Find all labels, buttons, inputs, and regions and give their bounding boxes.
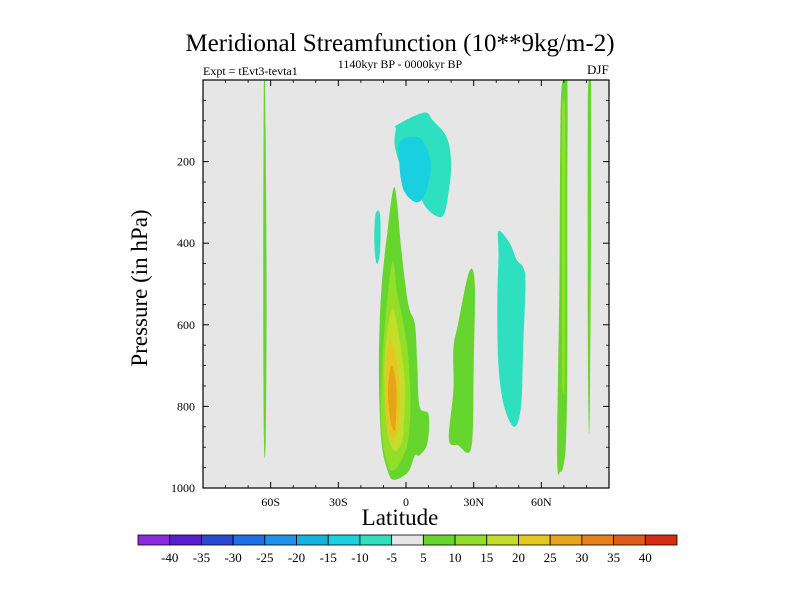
chart-title: Meridional Streamfunction (10**9kg/m-2) [185, 30, 615, 57]
x-tick-label: 0 [403, 495, 409, 509]
colorbar-swatch [422, 534, 456, 546]
colorbar-swatch [518, 534, 551, 546]
y-tick-label: 800 [177, 399, 195, 413]
y-axis: 200 400 600 800 1000 [171, 100, 609, 495]
colorbar-label: -10 [351, 550, 368, 565]
cell-upper-tropical-core [398, 136, 431, 203]
colorbar-label: 35 [607, 550, 620, 565]
colorbar-swatch [581, 534, 614, 546]
cell-tropical-positive-25 [387, 365, 397, 432]
colorbar-label: -30 [224, 550, 241, 565]
x-axis-label: Latitude [361, 505, 439, 530]
y-tick-label: 200 [177, 155, 195, 169]
x-tick-label: 30S [329, 495, 348, 509]
x-tick-label: 30N [463, 495, 484, 509]
colorbar-swatch [169, 534, 202, 546]
colorbar-swatch [644, 534, 678, 546]
colorbar-swatch [201, 534, 234, 546]
colorbar-label: -40 [161, 550, 178, 565]
colorbar-swatch [391, 534, 424, 546]
colorbar-swatch [486, 534, 519, 546]
colorbar-label: 40 [639, 550, 652, 565]
colorbar-swatch [613, 534, 646, 546]
colorbar-label: 20 [512, 550, 525, 565]
colorbar-swatch [359, 534, 393, 546]
period-label: 1140kyr BP - 0000kyr BP [337, 57, 463, 71]
colorbar: -40 -35 -30 -25 -20 -15 -10 -5 5 10 15 20 25 30 35 40 [137, 534, 678, 565]
cell-nh-high-lat-positive-10 [561, 96, 566, 395]
experiment-label: Expt = tEvt3-tevta1 [203, 64, 298, 78]
colorbar-label: 15 [480, 550, 493, 565]
colorbar-label: -15 [320, 550, 337, 565]
colorbar-swatch [327, 534, 361, 546]
colorbar-swatch [296, 534, 329, 546]
contour-regions [263, 80, 592, 480]
colorbar-label: 30 [575, 550, 588, 565]
colorbar-label: -20 [288, 550, 305, 565]
x-tick-label: 60S [261, 495, 280, 509]
colorbar-swatch [232, 534, 266, 546]
cell-sh-tropical-small [374, 210, 381, 264]
colorbar-label: 10 [449, 550, 462, 565]
x-tick-label: 60N [531, 495, 552, 509]
colorbar-label: -25 [256, 550, 273, 565]
colorbar-swatch [137, 534, 171, 546]
cell-sh-high-lat [263, 80, 267, 459]
colorbar-label: -5 [386, 550, 397, 565]
season-label: DJF [587, 62, 609, 77]
y-tick-label: 600 [177, 318, 195, 332]
cell-nh-polar-positive [587, 80, 592, 435]
colorbar-label: 25 [544, 550, 557, 565]
colorbar-swatch [549, 534, 583, 546]
colorbar-label: 5 [420, 550, 427, 565]
colorbar-label: -35 [193, 550, 210, 565]
cell-nh-midlat-negative [497, 230, 526, 427]
y-tick-label: 400 [177, 236, 195, 250]
x-axis: 60S 30S 0 30N 60N [225, 80, 587, 509]
colorbar-swatch [264, 534, 297, 546]
colorbar-swatch [454, 534, 488, 546]
cell-nh-subtropical-positive [448, 268, 476, 453]
y-tick-label: 1000 [171, 481, 195, 495]
